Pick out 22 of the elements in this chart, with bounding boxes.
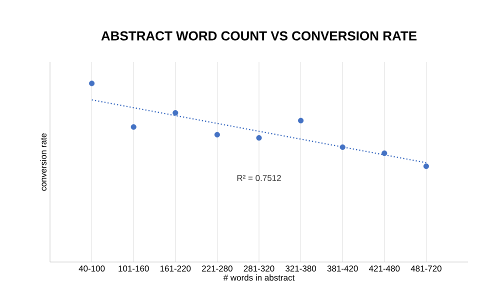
point	[340, 144, 346, 150]
point	[130, 124, 136, 130]
x-tick-label: 281-320	[244, 266, 274, 272]
chart-title: ABSTRACT WORD COUNT VS CONVERSION RATE	[101, 31, 417, 40]
point	[89, 80, 95, 86]
point	[214, 132, 220, 138]
x-tick-label: 161-220	[160, 266, 191, 272]
x-tick-label: 481-720	[410, 266, 442, 272]
x-tick-label: 40-100	[78, 266, 105, 272]
x-tick-label: 221-280	[202, 266, 232, 272]
x-tick-label: 101-160	[118, 266, 149, 272]
point	[423, 163, 430, 170]
point	[298, 118, 304, 124]
annotation: R² = 0.7512	[237, 174, 281, 182]
point	[172, 110, 178, 116]
point	[382, 150, 388, 156]
x-axis-title: # words in abstract	[223, 274, 295, 281]
y-axis-title: conversion rate	[40, 133, 46, 191]
point	[256, 135, 262, 141]
x-tick-label: 421-480	[368, 266, 400, 272]
x-tick-label: 381-420	[327, 266, 358, 272]
x-tick-label: 321-380	[286, 266, 316, 272]
